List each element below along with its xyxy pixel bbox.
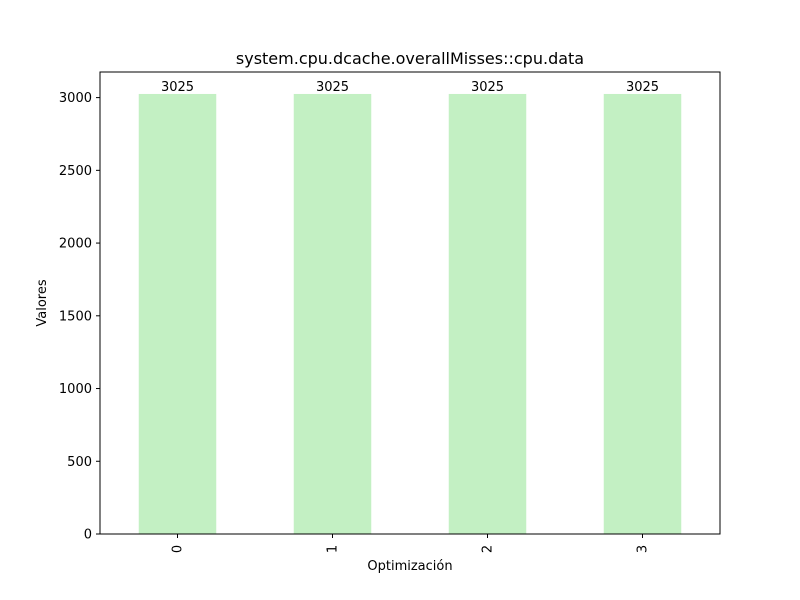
bars-group bbox=[138, 93, 682, 534]
bar-value-label-1: 3025 bbox=[316, 80, 349, 95]
x-tick-label-3: 3 bbox=[636, 545, 651, 553]
y-tick-label-3000: 3000 bbox=[59, 91, 92, 106]
y-tick-label-0: 0 bbox=[84, 528, 92, 543]
bar-0 bbox=[138, 93, 217, 534]
x-tick-label-2: 2 bbox=[481, 545, 496, 553]
bar-labels-group: 3025 3025 3025 3025 bbox=[161, 80, 659, 95]
bar-1 bbox=[293, 93, 372, 534]
bar-value-label-3: 3025 bbox=[626, 80, 659, 95]
y-tick-label-2000: 2000 bbox=[59, 237, 92, 252]
y-tick-label-500: 500 bbox=[67, 455, 92, 470]
x-axis: 0 1 2 3 bbox=[171, 534, 651, 553]
x-tick-label-0: 0 bbox=[171, 545, 186, 553]
bar-3 bbox=[603, 93, 682, 534]
y-tick-label-2500: 2500 bbox=[59, 164, 92, 179]
x-axis-label: Optimización bbox=[367, 559, 452, 574]
y-axis-label: Valores bbox=[35, 279, 50, 326]
y-tick-label-1000: 1000 bbox=[59, 382, 92, 397]
y-tick-label-1500: 1500 bbox=[59, 309, 92, 324]
y-axis: 0 500 1000 1500 2000 2500 3000 bbox=[59, 91, 100, 543]
plot-frame bbox=[99, 71, 721, 535]
bar-value-label-0: 3025 bbox=[161, 80, 194, 95]
bar-2 bbox=[448, 93, 527, 534]
bar-value-label-2: 3025 bbox=[471, 80, 504, 95]
x-tick-label-1: 1 bbox=[326, 545, 341, 553]
chart-title: system.cpu.dcache.overallMisses::cpu.dat… bbox=[236, 49, 584, 68]
